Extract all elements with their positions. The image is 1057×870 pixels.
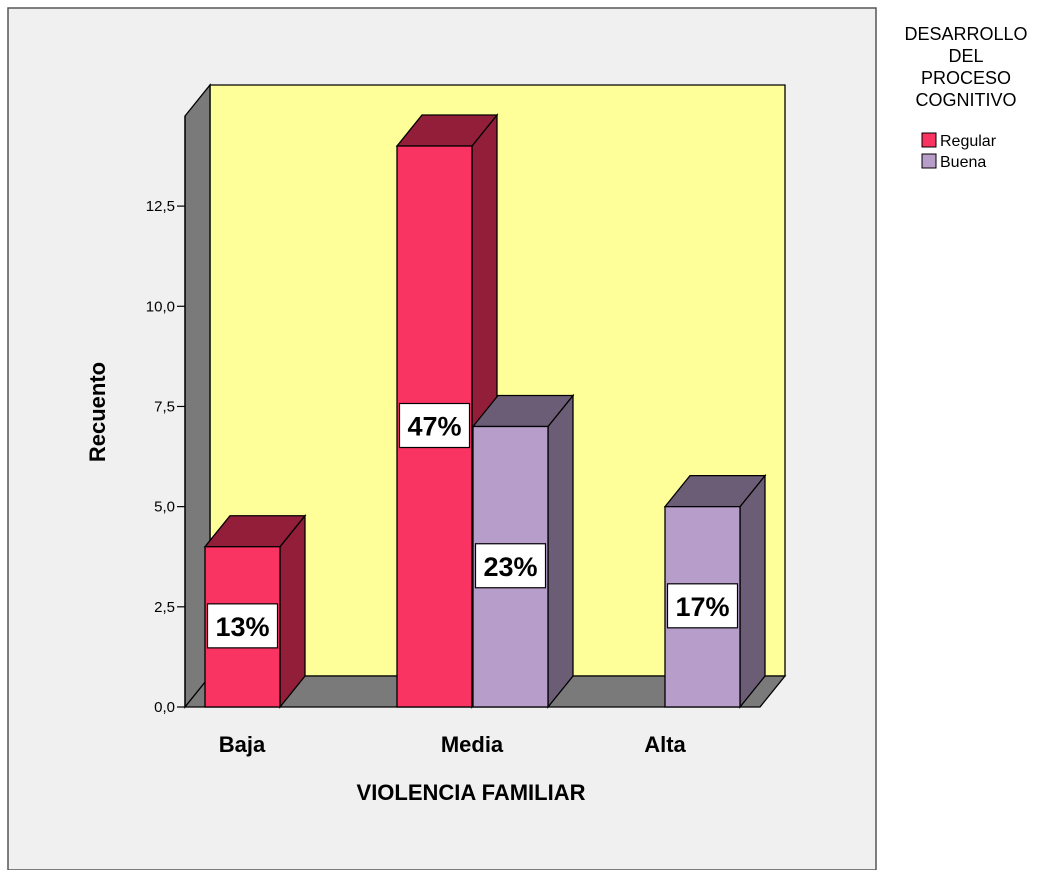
- legend-title-line: DESARROLLO: [904, 24, 1027, 44]
- legend-swatch: [921, 132, 937, 148]
- legend-title-line: COGNITIVO: [915, 90, 1016, 110]
- data-label-box: [474, 543, 547, 589]
- y-tick-label: 0,0: [154, 699, 175, 716]
- y-tick-label: 2,5: [154, 599, 175, 616]
- data-label-text: 13%: [215, 612, 269, 642]
- data-label: 23%: [474, 543, 547, 589]
- data-label-text: 47%: [407, 412, 461, 442]
- y-tick-label: 12,5: [146, 198, 175, 215]
- legend-entry-label: Buena: [940, 154, 986, 171]
- y-tick-label: 7,5: [154, 398, 175, 415]
- legend-swatch: [921, 153, 937, 169]
- data-label-text: 17%: [675, 592, 729, 622]
- x-tick-label: Alta: [644, 732, 686, 757]
- data-label-box: [666, 583, 739, 629]
- data-label-box: [206, 603, 279, 649]
- legend-title-line: PROCESO: [921, 68, 1011, 88]
- x-tick-label: Baja: [219, 732, 266, 757]
- legend-entry-label: Regular: [940, 133, 997, 150]
- legend-title-line: DEL: [948, 46, 983, 66]
- bar-side: [547, 393, 574, 709]
- y-axis-title: Recuento: [85, 362, 110, 462]
- x-tick-label: Media: [441, 732, 504, 757]
- x-axis-title: VIOLENCIA FAMILIAR: [357, 780, 586, 805]
- bar-side: [739, 473, 766, 709]
- data-label: 17%: [666, 583, 739, 629]
- y-tick-label: 5,0: [154, 499, 175, 516]
- data-label: 47%: [398, 402, 471, 449]
- data-label-text: 23%: [483, 552, 537, 582]
- data-label-box: [398, 402, 471, 449]
- bar-side: [279, 513, 306, 709]
- y-tick-label: 10,0: [146, 298, 175, 315]
- data-label: 13%: [206, 603, 279, 649]
